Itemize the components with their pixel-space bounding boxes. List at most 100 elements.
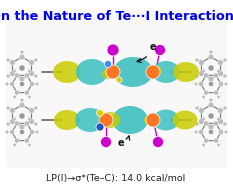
Text: LP(I)→σ*(Te–C): 14.0 kcal/mol: LP(I)→σ*(Te–C): 14.0 kcal/mol [46,174,186,183]
Circle shape [20,129,24,135]
Ellipse shape [100,112,120,128]
Circle shape [224,82,228,86]
Circle shape [29,71,34,76]
Ellipse shape [54,110,80,130]
Circle shape [13,95,16,99]
Circle shape [10,108,15,113]
Circle shape [19,76,25,82]
Circle shape [5,82,9,86]
Circle shape [209,82,213,86]
Circle shape [217,69,220,73]
Circle shape [14,90,19,95]
Circle shape [19,102,25,108]
Circle shape [209,129,213,135]
Circle shape [146,65,160,79]
Circle shape [13,143,16,146]
Circle shape [10,81,14,86]
Circle shape [214,138,219,143]
Text: e: e [137,42,157,63]
Circle shape [10,119,15,124]
Circle shape [146,113,160,127]
Circle shape [218,71,223,76]
Circle shape [202,95,205,99]
Circle shape [100,136,112,147]
Circle shape [34,58,38,62]
Circle shape [35,130,39,134]
Circle shape [209,130,213,134]
Circle shape [218,119,223,124]
Circle shape [6,122,10,126]
Circle shape [202,117,205,121]
Circle shape [199,71,204,76]
Circle shape [217,143,220,146]
Circle shape [99,113,113,127]
Circle shape [34,122,38,126]
Circle shape [20,130,24,134]
Ellipse shape [144,114,160,126]
Circle shape [29,60,34,65]
Circle shape [14,121,19,126]
Circle shape [6,74,10,78]
Circle shape [199,129,203,134]
Circle shape [195,106,199,110]
Circle shape [116,77,122,83]
Text: On the Nature of Te···I Interactions: On the Nature of Te···I Interactions [0,10,233,23]
Circle shape [194,130,198,134]
Ellipse shape [113,57,153,87]
Circle shape [29,119,34,124]
Circle shape [195,58,199,62]
Circle shape [30,81,34,86]
Circle shape [223,122,227,126]
Circle shape [208,65,214,71]
Text: e: e [118,136,130,148]
Circle shape [34,106,38,110]
Circle shape [28,117,31,121]
Circle shape [214,121,219,126]
Circle shape [19,113,25,119]
Circle shape [223,74,227,78]
Circle shape [24,138,29,143]
Circle shape [209,81,213,87]
Circle shape [208,54,214,60]
Circle shape [199,119,204,124]
Circle shape [195,74,199,78]
Circle shape [208,124,214,130]
Circle shape [28,95,31,99]
Circle shape [13,69,16,73]
Circle shape [30,129,34,134]
Circle shape [208,102,214,108]
Circle shape [223,58,227,62]
Circle shape [29,108,34,113]
Ellipse shape [172,111,198,129]
Circle shape [204,138,209,143]
Circle shape [28,69,31,73]
Circle shape [28,143,31,146]
Circle shape [224,130,228,134]
Circle shape [195,122,199,126]
Circle shape [6,106,10,110]
Circle shape [214,73,219,78]
Circle shape [10,60,15,65]
Ellipse shape [75,108,105,132]
Circle shape [24,90,29,95]
Ellipse shape [102,69,114,79]
Circle shape [214,90,219,95]
Circle shape [204,121,209,126]
Circle shape [223,106,227,110]
Circle shape [199,60,204,65]
Ellipse shape [152,61,180,83]
Circle shape [209,98,213,102]
Circle shape [194,82,198,86]
Circle shape [153,136,164,147]
Circle shape [204,90,209,95]
Circle shape [96,109,103,116]
FancyBboxPatch shape [6,14,227,168]
Ellipse shape [76,59,108,85]
Circle shape [34,74,38,78]
Circle shape [19,65,25,71]
Circle shape [199,108,204,113]
Circle shape [218,60,223,65]
Circle shape [20,98,24,102]
Circle shape [20,50,24,54]
Circle shape [24,73,29,78]
